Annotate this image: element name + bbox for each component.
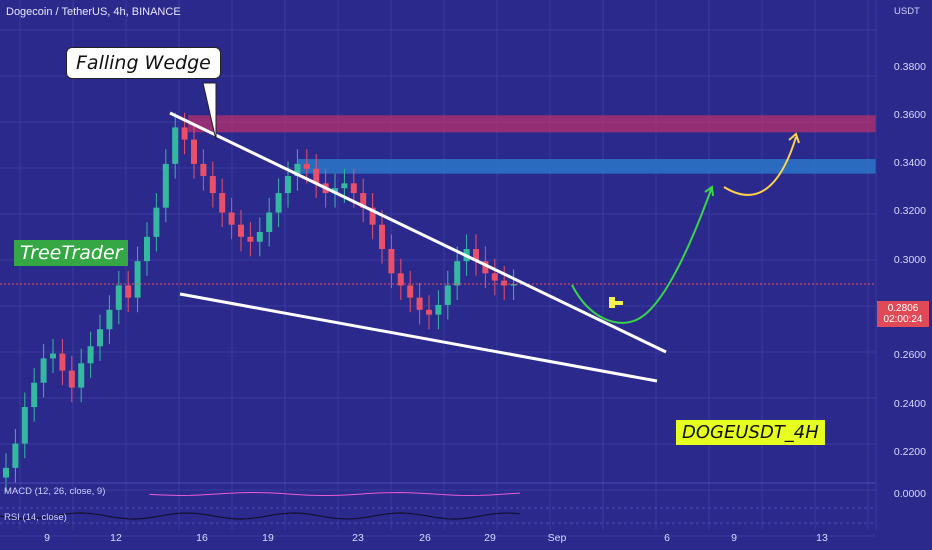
candle-body (360, 193, 367, 208)
candle-body (454, 261, 461, 286)
candle-body (219, 193, 226, 213)
y-tick-label: 0.3000 (893, 254, 926, 266)
candle-body (473, 249, 479, 262)
candle-body (510, 284, 517, 286)
candle-body (313, 168, 320, 184)
candle-body (444, 285, 451, 305)
candle-body (59, 353, 66, 371)
y-tick-label: 0.0000 (893, 488, 926, 500)
candle-body (256, 231, 263, 242)
support-zone (298, 159, 876, 174)
x-tick-label: 12 (110, 532, 122, 544)
wedge-upper-line (169, 111, 667, 354)
candle-body (78, 363, 85, 388)
candle-body (350, 183, 357, 194)
candle-body (125, 285, 132, 298)
candle-body (50, 353, 56, 359)
candle-body (200, 163, 207, 177)
falling-wedge-callout: Falling Wedge (66, 47, 221, 79)
candle-body (144, 236, 150, 262)
candle-body (134, 261, 141, 298)
candle-body (68, 370, 75, 388)
candle-body (397, 273, 404, 286)
candle-body (209, 176, 216, 194)
last-price-value: 0.2806 (887, 303, 919, 314)
candle-body (332, 188, 338, 194)
projection-green-arrowhead (704, 185, 714, 197)
candle-body (482, 261, 489, 274)
candle-body (379, 224, 385, 249)
candle-body (285, 176, 291, 194)
candle-body (162, 163, 169, 208)
candle-body (40, 358, 47, 383)
projection-yellow-arrowhead (788, 132, 800, 144)
candle-body (266, 212, 273, 232)
y-tick-label: 0.3400 (893, 157, 926, 169)
wedge-lower-line (179, 292, 658, 383)
candle-body (416, 297, 423, 310)
x-tick-label: 6 (664, 532, 670, 544)
macd-line (149, 491, 521, 497)
callout-pointer (202, 82, 217, 141)
x-tick-label: 26 (419, 532, 431, 544)
x-tick-label: 9 (731, 532, 737, 544)
x-tick-label: Sep (547, 532, 567, 544)
candle-body (238, 224, 244, 237)
y-tick-label: 0.2600 (893, 349, 926, 361)
target-marker (609, 297, 615, 308)
candle-body (181, 127, 188, 140)
candle-body (228, 212, 235, 225)
candle-body (172, 127, 179, 164)
y-tick-label: 0.2400 (893, 398, 926, 410)
candle-body (97, 329, 103, 347)
candle-body (369, 207, 376, 225)
candle-body (275, 193, 282, 213)
bar-countdown: 02:00:24 (883, 314, 923, 325)
candle-body (31, 382, 38, 408)
candle-body (341, 183, 348, 189)
candle-body (294, 163, 301, 177)
rsi-line (0, 512, 521, 520)
resistance-zone (188, 115, 876, 133)
candle-body (106, 309, 113, 330)
candle-body (247, 236, 254, 242)
chart-header: Dogecoin / TetherUS, 4h, BINANCE (6, 6, 181, 18)
x-tick-label: 16 (196, 532, 208, 544)
y-tick-label: 0.2200 (893, 446, 926, 458)
y-tick-label: 0.3600 (893, 109, 926, 121)
candle-body (303, 163, 310, 169)
candle-body (115, 285, 122, 310)
x-tick-label: 23 (352, 532, 364, 544)
candle-body (407, 285, 414, 298)
brand-label: TreeTrader (14, 240, 129, 266)
candle-body (435, 304, 442, 315)
candle-body (191, 139, 197, 164)
candle-body (153, 207, 160, 237)
x-tick-label: 9 (44, 532, 50, 544)
candle-body (426, 309, 432, 315)
rsi-label: RSI (14, close) (4, 512, 67, 523)
target-marker-flag (615, 301, 623, 305)
currency-label: USDT (894, 6, 920, 17)
symbol-tag: DOGEUSDT_4H (676, 420, 825, 445)
x-tick-label: 19 (262, 532, 274, 544)
y-tick-label: 0.3200 (893, 205, 926, 217)
candle-body (388, 249, 395, 274)
candle-body (3, 467, 9, 478)
candle-body (21, 407, 28, 444)
candle-body (491, 273, 498, 281)
last-price-tag: 0.2806 02:00:24 (877, 301, 929, 327)
candle-body (501, 280, 508, 286)
projection-yellow-curve (723, 136, 797, 196)
y-tick-label: 0.3800 (893, 61, 926, 73)
candle-body (87, 346, 94, 364)
x-tick-label: 29 (484, 532, 496, 544)
macd-label: MACD (12, 26, close, 9) (4, 486, 106, 497)
projection-green-curve (571, 186, 713, 324)
x-tick-label: 13 (816, 532, 828, 544)
candle-body (12, 443, 19, 468)
